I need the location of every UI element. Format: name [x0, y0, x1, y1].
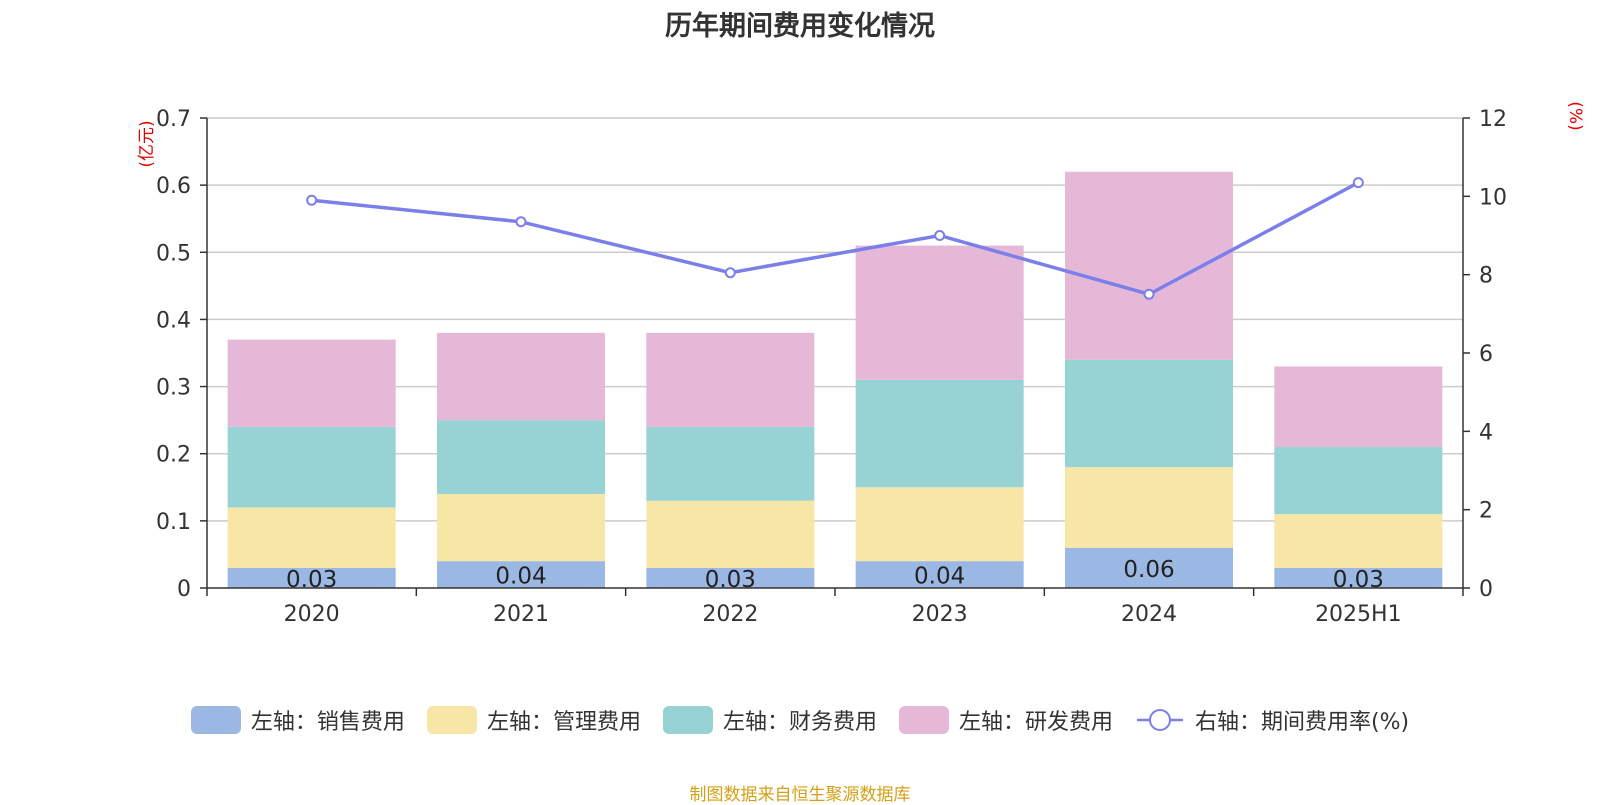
- source-note: 制图数据来自恒生聚源数据库: [689, 785, 911, 805]
- left-axis-tick-label: 0.1: [156, 510, 191, 535]
- bar-segment: [646, 426, 815, 501]
- bar-data-label: 0.03: [705, 567, 756, 593]
- left-axis-tick-label: 0.7: [156, 107, 191, 132]
- right-axis-tick-label: 10: [1479, 185, 1507, 210]
- x-axis-tick-label: 2022: [702, 602, 758, 627]
- legend-label: 左轴：研发费用: [958, 710, 1113, 735]
- bar-data-label: 0.04: [495, 564, 546, 590]
- bar-segment: [1065, 171, 1233, 360]
- legend-item[interactable]: 左轴：财务费用: [662, 704, 877, 736]
- bar-segment: [227, 507, 396, 568]
- right-axis-tick-label: 0: [1479, 577, 1493, 602]
- left-axis-tick-label: 0.2: [156, 443, 191, 468]
- bar-segment: [1274, 514, 1443, 568]
- bar-segment: [855, 561, 1024, 588]
- bar-segment: [646, 332, 815, 427]
- legend-item[interactable]: 左轴：管理费用: [426, 704, 641, 736]
- left-axis-unit: (亿元): [137, 120, 157, 167]
- bar-segment: [855, 245, 1024, 380]
- rate-point: [306, 194, 318, 206]
- bar-segment: [227, 426, 396, 508]
- x-axis-tick-label: 2023: [912, 602, 968, 627]
- bar-data-label: 0.06: [1123, 557, 1174, 583]
- bar-segment: [646, 500, 815, 568]
- x-axis-tick-label: 2020: [284, 602, 340, 627]
- left-axis-tick-label: 0.6: [156, 174, 191, 199]
- x-axis-tick-label: 2025H1: [1315, 602, 1402, 627]
- right-axis-tick-label: 12: [1479, 107, 1507, 132]
- legend-item[interactable]: 左轴：销售费用: [190, 704, 405, 736]
- bar-segment: [227, 339, 396, 427]
- legend-item[interactable]: 右轴：期间费用率(%): [1135, 704, 1409, 736]
- legend-item[interactable]: 左轴：研发费用: [898, 704, 1113, 736]
- bar-segment: [1274, 366, 1443, 447]
- x-axis-tick-label: 2021: [493, 602, 549, 627]
- bar-segment: [437, 494, 605, 562]
- x-axis-tick-label: 2024: [1121, 602, 1177, 627]
- bar-data-label: 0.03: [286, 567, 337, 593]
- rate-point: [934, 230, 946, 241]
- left-axis-tick-label: 0.4: [156, 308, 191, 333]
- bar-segment: [646, 567, 815, 588]
- bar-segment: [437, 332, 605, 421]
- rate-point: [1352, 177, 1364, 189]
- left-axis-tick-label: 0: [177, 577, 191, 602]
- chart-title: 历年期间费用变化情况: [665, 11, 935, 42]
- legend-swatch: [662, 706, 713, 734]
- legend-label: 右轴：期间费用率(%): [1194, 710, 1410, 735]
- legend-label: 左轴：销售费用: [250, 710, 405, 735]
- legend-swatch: [426, 706, 477, 734]
- rate-point: [724, 267, 736, 279]
- bar-segment: [1065, 547, 1233, 588]
- bar-segment: [1065, 359, 1233, 468]
- right-axis-tick-label: 6: [1479, 342, 1493, 367]
- bar-segment: [1274, 567, 1443, 588]
- rate-line: [311, 181, 1360, 297]
- bar-segment: [1065, 467, 1233, 548]
- legend-label: 左轴：财务费用: [722, 710, 877, 735]
- right-axis-tick-label: 8: [1479, 264, 1493, 289]
- rate-point: [1143, 288, 1155, 300]
- bar-segment: [437, 561, 605, 588]
- bar-segment: [1274, 447, 1443, 515]
- bar-data-label: 0.03: [1333, 567, 1384, 593]
- legend: 左轴：销售费用 左轴：管理费用 左轴：财务费用 左轴：研发费用 右轴：期间费用率(%): [0, 704, 1600, 736]
- right-axis-tick-label: 2: [1479, 499, 1493, 524]
- bar-data-label: 0.04: [914, 564, 965, 590]
- legend-swatch: [898, 706, 949, 734]
- bar-segment: [855, 487, 1024, 562]
- left-axis-tick-label: 0.3: [156, 376, 191, 401]
- right-axis-tick-label: 4: [1479, 420, 1493, 445]
- bar-segment: [227, 567, 396, 588]
- bar-segment: [855, 379, 1024, 488]
- bar-segment: [437, 420, 605, 494]
- rate-point: [515, 216, 527, 228]
- left-axis-tick-label: 0.5: [156, 241, 191, 266]
- legend-label: 左轴：管理费用: [486, 710, 641, 735]
- right-axis-unit: (%): [1565, 101, 1585, 130]
- legend-line-marker: [1136, 709, 1183, 731]
- legend-swatch: [190, 706, 241, 734]
